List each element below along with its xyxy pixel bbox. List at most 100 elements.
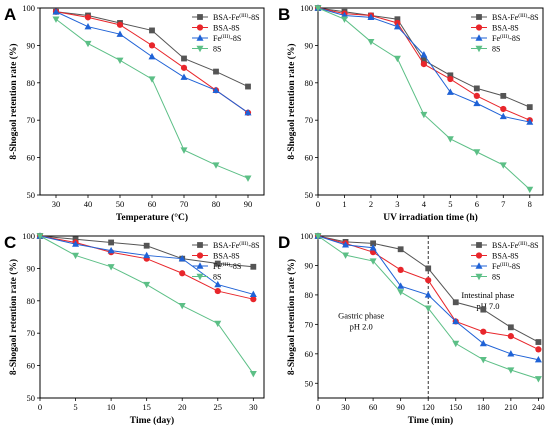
data-point [369, 244, 377, 251]
y-tick-label: 80 [305, 78, 314, 88]
data-point [420, 111, 428, 119]
data-point [314, 5, 322, 12]
legend-label: 8S [492, 273, 500, 282]
phase-annotation: pH 7.0 [476, 301, 499, 311]
x-tick-label: 70 [180, 199, 189, 209]
data-point [148, 42, 156, 49]
data-point [143, 281, 151, 289]
data-point [446, 136, 454, 143]
x-tick-label: 90 [244, 199, 253, 209]
y-tick-label: 100 [300, 231, 313, 241]
y-tick-label: 100 [300, 3, 313, 13]
data-point [535, 346, 542, 353]
data-point [36, 233, 44, 240]
x-tick-label: 8 [528, 199, 532, 209]
data-point [342, 241, 350, 248]
data-point [367, 38, 375, 46]
y-tick-label: 50 [305, 190, 314, 200]
legend-marker [476, 14, 482, 20]
x-tick-label: 90 [396, 402, 405, 412]
x-tick-label: 20 [178, 402, 187, 412]
data-point [149, 27, 155, 34]
data-point [143, 251, 151, 259]
data-point [534, 376, 542, 383]
phase-annotation: pH 2.0 [350, 321, 373, 331]
legend-label: 8S [213, 273, 221, 282]
x-axis-label: UV irradiation time (h) [383, 212, 478, 223]
x-axis-label: Time (day) [130, 415, 174, 426]
data-point [420, 61, 427, 68]
x-tick-label: 60 [148, 199, 157, 209]
y-tick-label: 80 [27, 296, 36, 306]
panel-a: A 30 40 50 60 70 80 90 50 60 70 80 90 100 Temperature … [4, 3, 265, 223]
data-point [425, 265, 432, 272]
data-point [180, 73, 188, 80]
legend-marker [476, 242, 482, 248]
series-4 [52, 16, 252, 182]
y-tick-label: 90 [27, 263, 36, 273]
data-point [535, 339, 542, 345]
legend-label: BSA-8S [492, 252, 519, 261]
series-3 [52, 8, 252, 116]
data-point [473, 149, 481, 156]
data-point [424, 291, 432, 298]
data-point [479, 357, 487, 364]
data-point [447, 72, 454, 79]
legend-label: BSA-Fe(III)-8S [492, 240, 539, 250]
x-tick-label: 30 [341, 402, 350, 412]
plot-frame [39, 235, 265, 399]
y-tick-label: 90 [305, 260, 314, 270]
data-point [446, 88, 454, 95]
legend-label: BSA-Fe(III)-8S [492, 12, 539, 22]
data-point [369, 258, 377, 265]
data-point [473, 99, 481, 107]
panel-letter: B [278, 5, 290, 24]
phase-annotation: Gastric phase [338, 310, 384, 320]
x-tick-label: 0 [316, 199, 320, 209]
y-tick-label: 80 [305, 290, 314, 300]
data-point [116, 57, 124, 65]
data-point [340, 16, 348, 23]
x-tick-label: 180 [477, 402, 490, 412]
data-point [507, 350, 515, 357]
data-point [84, 14, 92, 21]
data-point [452, 317, 460, 325]
x-tick-label: 80 [212, 199, 221, 209]
data-point [107, 246, 115, 254]
legend-marker [196, 252, 204, 259]
data-point [473, 85, 480, 92]
data-point [143, 242, 150, 249]
data-point [84, 23, 92, 30]
data-point [370, 240, 377, 247]
data-point [245, 83, 251, 90]
y-tick-label: 50 [305, 378, 314, 388]
x-tick-label: 1 [342, 199, 346, 209]
data-point [397, 246, 404, 253]
legend-marker [475, 45, 483, 53]
data-point [72, 252, 80, 260]
x-tick-label: 3 [395, 199, 399, 209]
x-tick-label: 0 [316, 402, 320, 412]
data-point [214, 260, 221, 267]
legend-marker [475, 24, 483, 31]
data-point [116, 30, 124, 37]
data-point [499, 162, 507, 169]
data-point [526, 186, 534, 194]
plot-frame [317, 7, 544, 196]
x-tick-label: 6 [475, 199, 479, 209]
data-point [179, 270, 186, 277]
data-point [244, 109, 252, 116]
x-tick-label: 0 [38, 402, 42, 412]
data-point [314, 233, 322, 240]
legend-label: 8S [213, 45, 221, 54]
data-point [180, 64, 188, 71]
panel-letter: A [4, 5, 16, 24]
y-tick-label: 50 [27, 190, 36, 200]
data-point [214, 287, 221, 295]
data-point [250, 296, 257, 303]
x-tick-label: 5 [73, 402, 77, 412]
data-point [178, 254, 186, 262]
data-point [84, 40, 92, 48]
data-point [116, 21, 124, 28]
